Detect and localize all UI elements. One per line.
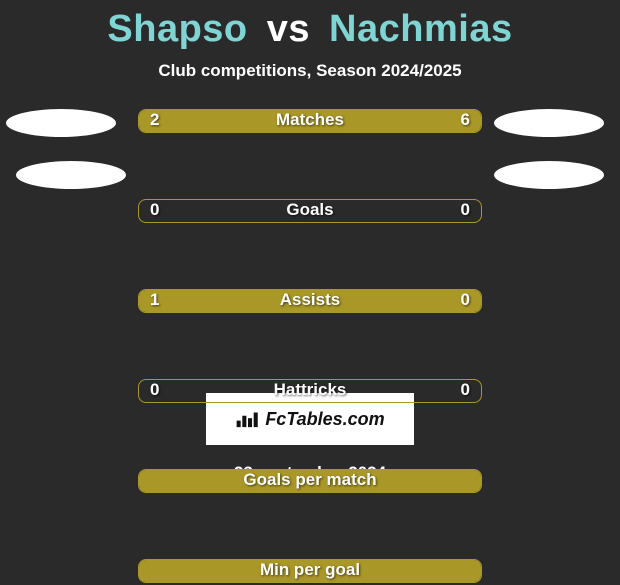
stat-value-right: 0	[461, 200, 470, 220]
stat-value-right: 0	[461, 290, 470, 310]
bar-fill-right	[139, 560, 481, 582]
stat-value-left: 0	[150, 380, 159, 400]
player1-name: Shapso	[107, 8, 247, 50]
bar-fill-left	[139, 470, 481, 492]
stat-value-left: 2	[150, 110, 159, 130]
stat-value-right: 0	[461, 380, 470, 400]
stat-row: Min per goal	[0, 559, 620, 585]
stat-row: Assists10	[0, 289, 620, 315]
side-ellipse	[16, 161, 126, 189]
player2-name: Nachmias	[329, 8, 513, 50]
stat-value-left: 0	[150, 200, 159, 220]
side-ellipse	[494, 161, 604, 189]
comparison-title: Shapso vs Nachmias	[0, 0, 620, 51]
logo-label: FcTables.com	[265, 409, 384, 430]
bar-track	[138, 199, 482, 223]
stat-row: Matches26	[0, 109, 620, 135]
bar-fill-left	[139, 290, 402, 312]
vs-text: vs	[267, 8, 310, 50]
stat-value-right: 6	[461, 110, 470, 130]
stat-row: Goals per match	[0, 469, 620, 495]
comparison-chart: Matches26Goals00Assists10Hattricks00Goal…	[0, 109, 620, 383]
stat-row: Hattricks00	[0, 379, 620, 405]
bars-icon	[235, 408, 261, 430]
bar-track	[138, 559, 482, 583]
bar-track	[138, 289, 482, 313]
bar-track	[138, 469, 482, 493]
stat-row: Goals00	[0, 199, 620, 225]
bar-track	[138, 379, 482, 403]
bar-track	[138, 109, 482, 133]
bar-fill-right	[214, 110, 481, 132]
fctables-logo: FcTables.com	[235, 408, 384, 430]
subtitle: Club competitions, Season 2024/2025	[0, 61, 620, 81]
stat-value-left: 1	[150, 290, 159, 310]
